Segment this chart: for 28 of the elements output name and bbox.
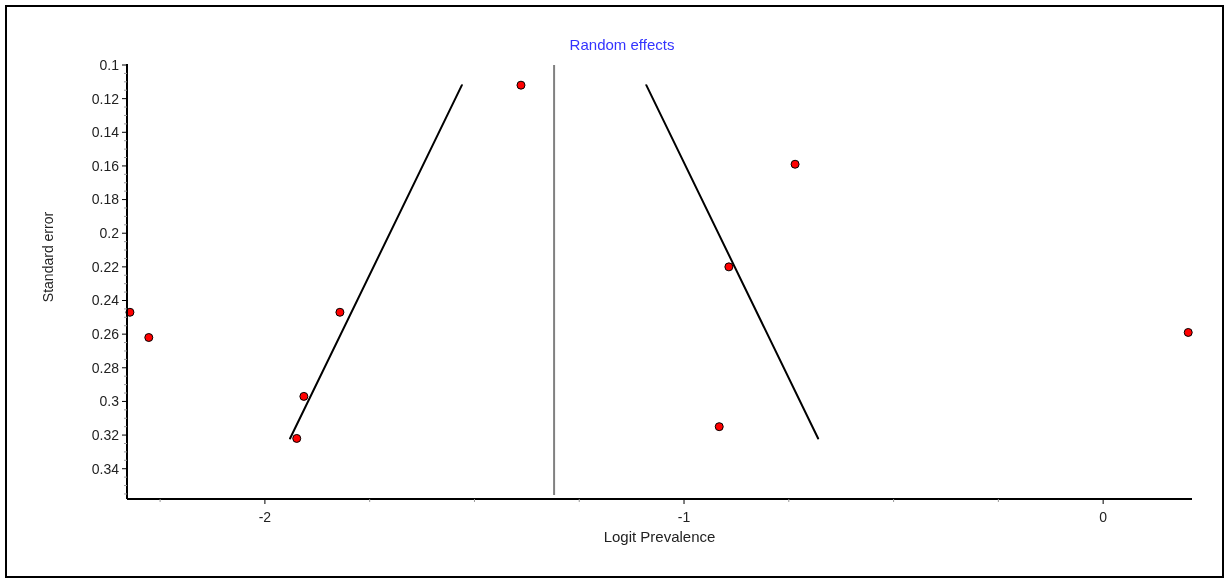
x-tick-label: -1 xyxy=(677,509,691,525)
point xyxy=(335,307,345,317)
point xyxy=(299,391,309,401)
y-tick-label: 0.24 xyxy=(91,292,120,309)
point xyxy=(292,433,302,443)
y-tick-label: 0.16 xyxy=(91,157,120,174)
y-tick-label: 0.12 xyxy=(91,90,120,107)
y-tick-label: 0.34 xyxy=(91,460,120,477)
x-axis-title: Logit Prevalence xyxy=(603,528,716,545)
point xyxy=(516,80,526,90)
y-tick-label: 0.32 xyxy=(91,426,120,443)
y-tick-label: 0.2 xyxy=(99,225,120,242)
point xyxy=(714,422,724,432)
y-axis-title: Standard error xyxy=(40,211,56,303)
y-tick-label: 0.14 xyxy=(91,124,120,141)
chart-title: Random effects xyxy=(569,36,675,53)
point xyxy=(144,333,154,343)
y-tick-label: 0.3 xyxy=(99,393,120,410)
point xyxy=(790,159,800,169)
y-tick-label: 0.18 xyxy=(91,191,120,208)
point xyxy=(1183,327,1193,337)
y-tick-label: 0.1 xyxy=(99,56,120,73)
point xyxy=(724,262,734,272)
y-tick-label: 0.22 xyxy=(91,258,120,275)
y-tick-label: 0.28 xyxy=(91,359,120,376)
y-tick-label: 0.26 xyxy=(91,326,120,343)
x-tick-label: -2 xyxy=(258,509,272,525)
x-tick-label: 0 xyxy=(1099,509,1108,525)
